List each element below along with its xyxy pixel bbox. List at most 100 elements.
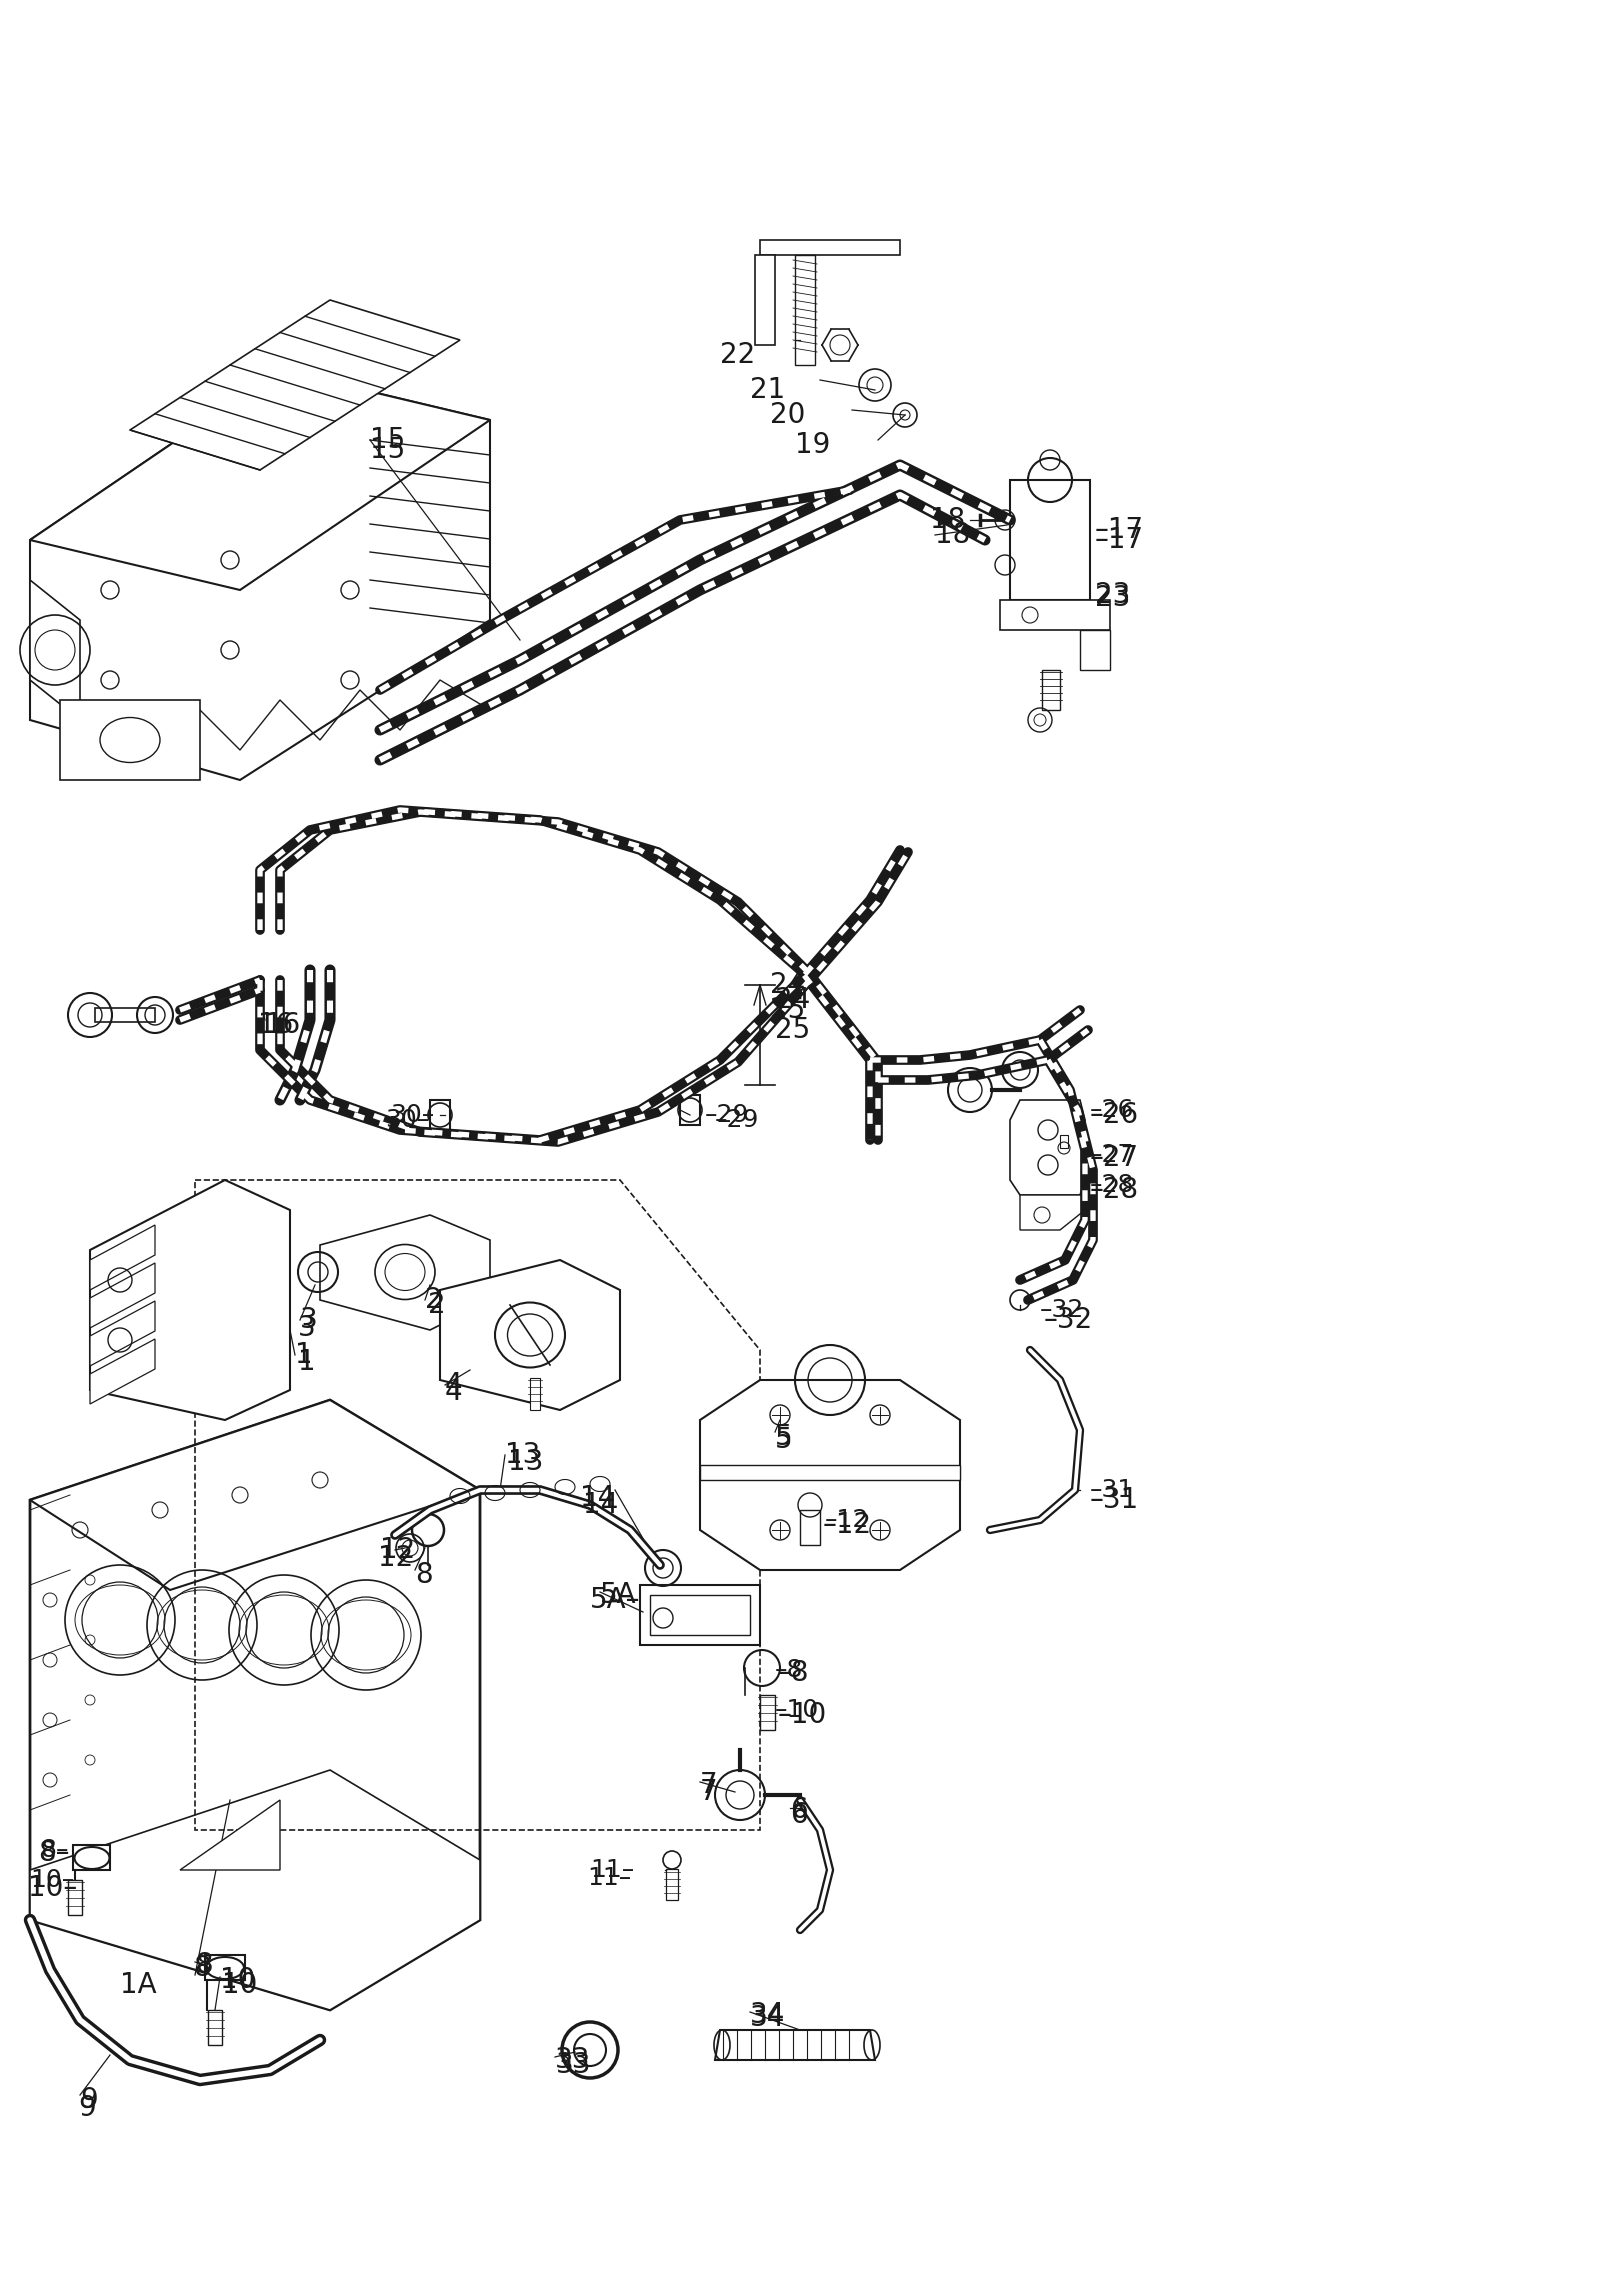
Polygon shape — [715, 2030, 875, 2060]
Text: 10: 10 — [221, 1967, 256, 1994]
Text: –26: –26 — [1090, 1101, 1139, 1129]
Polygon shape — [90, 1263, 155, 1329]
Text: 7: 7 — [701, 1771, 718, 1799]
Polygon shape — [760, 241, 899, 254]
Polygon shape — [30, 1769, 480, 2010]
Polygon shape — [30, 370, 490, 779]
Text: –17: –17 — [1094, 516, 1144, 545]
Polygon shape — [30, 1399, 480, 1590]
Polygon shape — [430, 1099, 450, 1131]
Polygon shape — [90, 1224, 155, 1290]
Text: –29: –29 — [706, 1104, 749, 1126]
Text: 1: 1 — [294, 1340, 312, 1369]
Text: 18: 18 — [930, 506, 965, 534]
Text: –17: –17 — [1094, 527, 1144, 554]
Polygon shape — [90, 1181, 290, 1419]
Polygon shape — [650, 1594, 750, 1635]
Text: 5A: 5A — [600, 1581, 637, 1608]
Text: –28: –28 — [1090, 1176, 1139, 1204]
Text: 4: 4 — [445, 1378, 462, 1406]
Text: 10–: 10– — [29, 1874, 77, 1903]
Text: 23: 23 — [1094, 581, 1130, 609]
Polygon shape — [1042, 670, 1059, 711]
Polygon shape — [440, 1260, 621, 1410]
Text: 11–: 11– — [590, 1858, 634, 1883]
Polygon shape — [666, 1869, 678, 1901]
Polygon shape — [795, 254, 814, 366]
Text: 1: 1 — [298, 1349, 315, 1376]
Text: 30–: 30– — [386, 1108, 429, 1131]
Polygon shape — [680, 1095, 701, 1124]
Text: 20: 20 — [770, 402, 805, 429]
Text: 33: 33 — [557, 2051, 592, 2078]
Text: 33: 33 — [555, 2046, 590, 2073]
Text: –31: –31 — [1090, 1485, 1139, 1515]
Polygon shape — [1021, 1195, 1085, 1231]
Text: 5: 5 — [774, 1424, 792, 1451]
Text: 10–: 10– — [30, 1869, 74, 1892]
Text: 5A–: 5A– — [590, 1585, 640, 1615]
Text: –27: –27 — [1090, 1142, 1134, 1167]
Text: 4: 4 — [445, 1372, 462, 1399]
Text: 12: 12 — [381, 1535, 416, 1565]
Polygon shape — [755, 254, 774, 345]
Polygon shape — [800, 1510, 819, 1544]
Text: 2: 2 — [426, 1285, 443, 1315]
Text: –10: –10 — [774, 1699, 819, 1721]
Polygon shape — [30, 1399, 480, 2010]
Polygon shape — [1010, 1099, 1085, 1195]
Text: 5: 5 — [774, 1426, 792, 1453]
Polygon shape — [1010, 479, 1090, 600]
Polygon shape — [701, 1381, 960, 1569]
Text: 1A: 1A — [120, 1971, 157, 1998]
Polygon shape — [208, 2010, 222, 2044]
Polygon shape — [320, 1215, 490, 1331]
Polygon shape — [30, 370, 490, 590]
Polygon shape — [1080, 629, 1110, 670]
Text: –28: –28 — [1090, 1174, 1134, 1197]
Polygon shape — [67, 1880, 82, 1914]
Polygon shape — [1000, 600, 1110, 629]
Text: 6: 6 — [790, 1796, 808, 1824]
Text: –8: –8 — [774, 1658, 803, 1683]
Text: –32: –32 — [1043, 1306, 1093, 1333]
Text: 30–: 30– — [390, 1104, 434, 1126]
Text: –31: –31 — [1090, 1478, 1134, 1501]
Text: 14: 14 — [582, 1492, 618, 1519]
Text: –12: –12 — [822, 1510, 872, 1540]
Polygon shape — [1059, 1136, 1069, 1149]
Text: –12: –12 — [826, 1508, 869, 1533]
Polygon shape — [74, 1844, 110, 1869]
Text: 23: 23 — [1094, 584, 1130, 611]
Polygon shape — [30, 579, 80, 720]
Text: 6: 6 — [790, 1801, 808, 1828]
Text: 8: 8 — [194, 1953, 211, 1983]
Text: 8–: 8– — [38, 1840, 69, 1867]
Text: 25: 25 — [774, 1015, 810, 1045]
Text: 11–: 11– — [587, 1867, 632, 1889]
Text: 8: 8 — [414, 1560, 432, 1590]
Text: 3: 3 — [301, 1306, 318, 1333]
Text: 13: 13 — [509, 1449, 544, 1476]
Text: 15: 15 — [370, 436, 405, 463]
Text: 2: 2 — [429, 1290, 446, 1319]
Polygon shape — [94, 1008, 155, 1022]
Text: 22: 22 — [720, 341, 755, 368]
Polygon shape — [760, 1694, 774, 1731]
Polygon shape — [90, 1301, 155, 1365]
Text: 8: 8 — [195, 1951, 213, 1978]
Text: 34: 34 — [750, 2001, 786, 2028]
Polygon shape — [179, 1801, 280, 1869]
Text: 7: 7 — [701, 1778, 718, 1805]
Text: –26: –26 — [1090, 1097, 1134, 1122]
Polygon shape — [90, 1340, 155, 1403]
Text: 10: 10 — [222, 1971, 258, 1998]
Polygon shape — [61, 699, 200, 779]
Polygon shape — [640, 1585, 760, 1644]
Text: –8: –8 — [778, 1660, 810, 1687]
Text: 18: 18 — [934, 520, 970, 550]
Polygon shape — [701, 1465, 960, 1481]
Polygon shape — [530, 1378, 541, 1410]
Text: 9: 9 — [78, 2094, 96, 2121]
Text: 15: 15 — [370, 427, 405, 454]
